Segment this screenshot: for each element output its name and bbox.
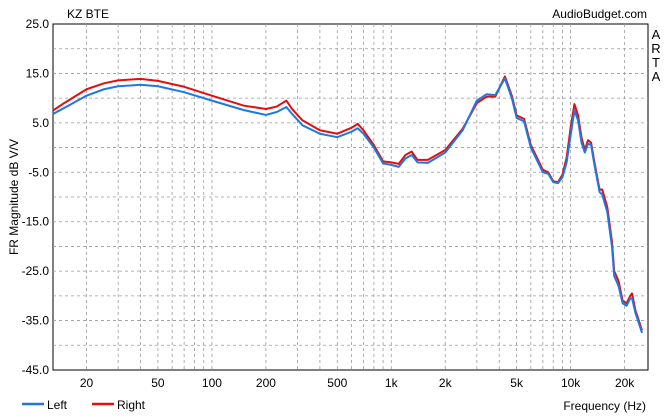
y-tick-label: -15.0 (22, 215, 50, 229)
x-tick-label: 20k (615, 376, 635, 390)
y-tick-label: -5.0 (28, 165, 49, 179)
x-tick-label: 5k (510, 376, 524, 390)
y-tick-label: 25.0 (26, 17, 50, 31)
legend-label-left: Left (47, 398, 68, 412)
side-label-letter: T (652, 55, 660, 70)
y-axis-label: FR Magnitude dB V/V (7, 139, 21, 255)
tick-labels: 20 50 100 200 500 1k 2k 5k 10k 20k 25.0 15.0 5.0 -5.0… (22, 17, 636, 390)
y-tick-label: 5.0 (32, 116, 49, 130)
y-tick-label: -45.0 (22, 363, 50, 377)
x-tick-label: 2k (439, 376, 453, 390)
x-tick-label: 10k (561, 376, 581, 390)
x-tick-label: 20 (80, 376, 94, 390)
x-tick-label: 100 (202, 376, 222, 390)
series-group (52, 75, 643, 334)
chart-title: KZ BTE (67, 7, 109, 21)
side-label-letter: R (651, 41, 660, 56)
y-tick-label: -35.0 (22, 314, 50, 328)
x-tick-label: 50 (151, 376, 165, 390)
legend: Left Right (22, 398, 146, 412)
watermark: AudioBudget.com (552, 7, 647, 21)
series-line-left (52, 77, 643, 334)
plot-frame (52, 23, 649, 371)
side-label-letter: A (652, 69, 661, 84)
x-tick-label: 500 (327, 376, 347, 390)
legend-label-right: Right (117, 398, 146, 412)
y-tick-label: -25.0 (22, 264, 50, 278)
x-tick-label: 200 (256, 376, 276, 390)
series-line-right (52, 75, 643, 331)
side-label-letter: A (652, 27, 661, 42)
x-axis-label: Frequency (Hz) (563, 399, 646, 413)
grid (53, 24, 648, 370)
y-tick-label: 15.0 (26, 66, 50, 80)
x-tick-label: 1k (385, 376, 399, 390)
